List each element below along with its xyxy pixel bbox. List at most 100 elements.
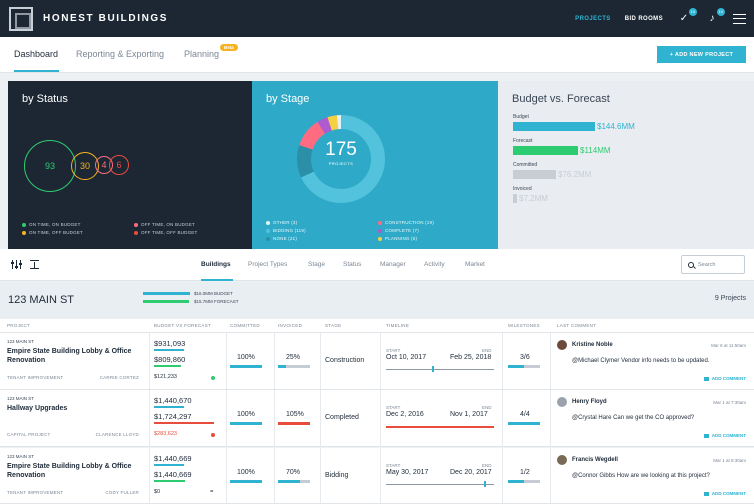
legend-label: NONE (21): [273, 236, 298, 241]
stage-donut-chart[interactable]: [291, 109, 391, 209]
table-row[interactable]: 123 MAIN ST Hallway Upgrades CAPITAL PROJE…: [0, 390, 754, 447]
budget-item-label: Forecast: [513, 138, 533, 144]
budget-item-bar[interactable]: [513, 122, 595, 131]
notifications-bell-icon[interactable]: ♪ 10: [709, 7, 725, 24]
budget-item-bar[interactable]: [513, 146, 578, 155]
col-milestones[interactable]: MILESTONES: [508, 323, 540, 328]
budget-bar: [154, 406, 184, 408]
budget-item-bar[interactable]: [513, 194, 517, 203]
status-bubble-on-time-on-budget[interactable]: 93: [24, 140, 76, 192]
tab-planning[interactable]: Planning: [184, 49, 220, 59]
donut-segment-other[interactable]: [297, 115, 385, 203]
nav-bid-rooms[interactable]: BID ROOMS: [624, 15, 663, 22]
group-forecast-bar: [143, 300, 189, 303]
col-stage[interactable]: STAGE: [325, 323, 342, 328]
table-row[interactable]: 123 MAIN ST Empire State Building Lobby &…: [0, 448, 754, 504]
filter-tab-status[interactable]: Status: [343, 261, 362, 268]
milestones-value: 4/4: [520, 411, 530, 418]
stage-legend-item: OTHER (3): [266, 220, 297, 225]
building-group-header[interactable]: 123 MAIN ST $16.0MM BUDGET $15.7MM FOREC…: [0, 282, 754, 319]
table-header: PROJECT BUDGET VS FORECAST COMMITTED INV…: [0, 319, 754, 333]
filter-tab-activity[interactable]: Activity: [424, 261, 445, 268]
committed-percent: 100%: [237, 354, 255, 361]
project-name[interactable]: Hallway Upgrades: [7, 405, 68, 412]
budget-item-bar[interactable]: [513, 170, 556, 179]
status-legend-item: OFF TIME, ON BUDGET: [134, 222, 195, 227]
tasks-check-icon[interactable]: ✓ 10: [679, 7, 697, 24]
sort-icon[interactable]: [30, 260, 39, 269]
column-divider: [274, 333, 275, 389]
filter-tab-manager[interactable]: Manager: [380, 261, 406, 268]
legend-dot: [134, 230, 138, 235]
column-divider: [226, 333, 227, 389]
budget-bar: [154, 349, 184, 351]
col-last-comment[interactable]: LAST COMMENT: [557, 323, 597, 328]
project-name[interactable]: Empire State Building Lobby & Office Ren…: [7, 348, 132, 364]
filter-tab-buildings[interactable]: Buildings: [201, 261, 231, 268]
committed-bar: [230, 422, 262, 425]
status-bubble-off-time-off-budget[interactable]: 6: [109, 155, 129, 175]
filter-bar: Buildings Project Types Stage Status Man…: [0, 249, 754, 281]
tab-reporting-exporting[interactable]: Reporting & Exporting: [76, 49, 165, 59]
group-forecast-label: $15.7MM FORECAST: [194, 299, 239, 304]
donut-segment-none[interactable]: [297, 115, 385, 203]
search-input[interactable]: Search: [681, 255, 745, 274]
add-comment-button[interactable]: ADD COMMENT: [703, 491, 746, 496]
project-count: 9 Projects: [714, 295, 746, 302]
invoiced-bar: [278, 480, 310, 483]
invoiced-percent: 105%: [286, 411, 304, 418]
variance-value: $0: [154, 489, 161, 495]
avatar[interactable]: [557, 340, 567, 350]
add-comment-button[interactable]: ADD COMMENT: [703, 376, 746, 381]
forecast-value: $1,724,297: [154, 412, 192, 421]
active-filter-underline: [201, 279, 233, 281]
avatar[interactable]: [557, 397, 567, 407]
column-divider: [502, 448, 503, 503]
stage-value: Bidding: [325, 472, 349, 479]
committed-percent: 100%: [237, 469, 255, 476]
col-budget-vs-forecast[interactable]: BUDGET VS FORECAST: [154, 323, 212, 328]
legend-dot: [22, 222, 26, 227]
milestones-bar: [508, 422, 540, 425]
column-divider: [274, 390, 275, 446]
filter-sliders-icon[interactable]: [11, 260, 22, 269]
project-owner[interactable]: CODY FULLER: [105, 490, 139, 495]
col-invoiced[interactable]: INVOICED: [278, 323, 303, 328]
col-committed[interactable]: COMMITTED: [230, 323, 260, 328]
table-row[interactable]: 123 MAIN ST Empire State Building Lobby &…: [0, 333, 754, 390]
comment-text: @Connor Gibbs How are we looking at this…: [572, 473, 710, 479]
stage-legend-item: PLANNING (6): [378, 236, 417, 241]
filter-tab-stage[interactable]: Stage: [308, 261, 325, 268]
filter-tab-project-types[interactable]: Project Types: [248, 261, 288, 268]
add-comment-button[interactable]: ADD COMMENT: [703, 433, 746, 438]
budget-item-value: $76.2MM: [558, 170, 592, 179]
add-new-project-button[interactable]: + ADD NEW PROJECT: [657, 46, 746, 63]
col-project[interactable]: PROJECT: [7, 323, 31, 328]
filter-tab-market[interactable]: Market: [465, 261, 485, 268]
project-name[interactable]: Empire State Building Lobby & Office Ren…: [7, 463, 132, 479]
timeline-today-marker: [432, 366, 434, 372]
milestones-value: 1/2: [520, 469, 530, 476]
logo-icon[interactable]: [9, 6, 33, 31]
nav-projects[interactable]: PROJECTS: [575, 15, 611, 22]
menu-icon[interactable]: [733, 13, 746, 24]
legend-dot: [378, 220, 382, 225]
budget-value: $1,440,670: [154, 396, 192, 405]
col-timeline[interactable]: TIMELINE: [386, 323, 410, 328]
milestones-bar: [508, 480, 540, 483]
comment-text: @Michael Clymer Vendor info needs to be …: [572, 358, 710, 364]
timeline-end-date: Dec 20, 2017: [450, 469, 492, 476]
timeline-start-date: May 30, 2017: [386, 469, 429, 476]
project-owner[interactable]: CLARENCE LLOYD: [95, 432, 139, 437]
variance-value: $283,623: [154, 431, 177, 437]
legend-label: BIDDING (119): [273, 228, 306, 233]
column-divider: [550, 390, 551, 446]
project-owner[interactable]: CARRIE CORTEZ: [99, 375, 139, 380]
avatar[interactable]: [557, 455, 567, 465]
timeline-start-date: Dec 2, 2016: [386, 411, 424, 418]
comment-date: Mar 1 at 7:30am: [713, 400, 746, 405]
tab-dashboard[interactable]: Dashboard: [14, 49, 59, 59]
group-budget-bar: [143, 292, 190, 295]
budget-item-value: $7.2MM: [519, 194, 548, 203]
commenter-name: Henry Floyd: [572, 399, 607, 405]
